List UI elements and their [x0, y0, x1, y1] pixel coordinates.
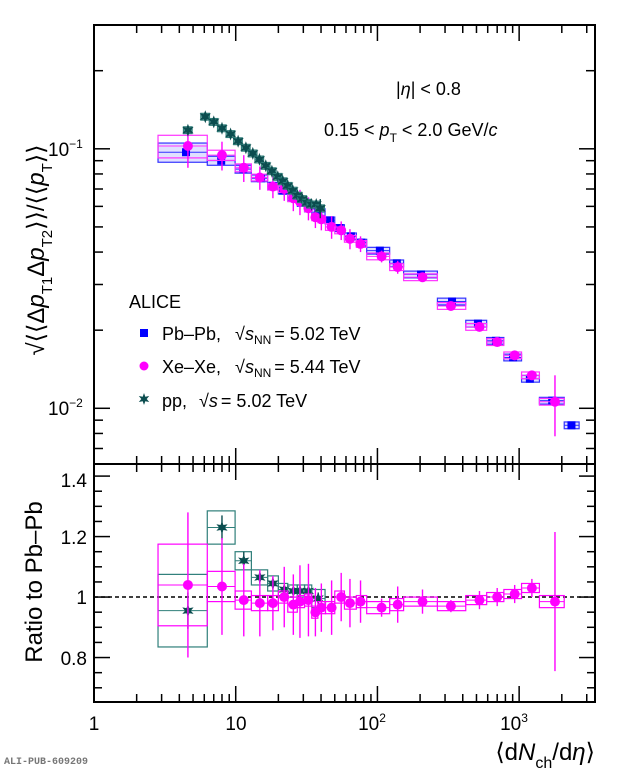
legend-marker-xexe — [139, 361, 149, 371]
upper-panel-marks — [157, 110, 580, 437]
axes — [93, 24, 596, 703]
xtick-label-1000: 103 — [500, 711, 528, 735]
data-point — [254, 172, 265, 183]
data-point — [509, 350, 520, 361]
data-point — [225, 127, 237, 141]
series-xexepbpb — [157, 512, 565, 672]
data-point — [344, 598, 355, 609]
data-point — [208, 115, 220, 129]
data-point — [272, 170, 284, 184]
data-point — [326, 216, 335, 225]
data-point — [282, 179, 294, 193]
data-point — [526, 582, 537, 593]
data-point — [336, 592, 347, 603]
data-point — [474, 595, 485, 606]
data-point — [336, 225, 347, 236]
data-point — [526, 370, 537, 381]
series-pp — [182, 110, 326, 219]
data-point — [344, 233, 355, 244]
data-point — [445, 601, 456, 612]
data-point — [260, 159, 272, 173]
data-point — [492, 337, 503, 348]
data-point — [445, 300, 456, 311]
data-point — [355, 238, 366, 249]
data-point — [247, 146, 259, 160]
data-point — [253, 152, 266, 166]
data-point — [277, 174, 289, 188]
ytick-label-lower-0.8: 0.8 — [61, 649, 87, 670]
data-point — [326, 602, 337, 613]
series-xexe — [157, 127, 565, 437]
data-point — [392, 262, 403, 273]
xtick-label-10: 10 — [225, 714, 246, 735]
legend-marker-pbpb — [140, 329, 148, 337]
data-point — [216, 121, 228, 135]
data-point — [326, 221, 337, 232]
data-point — [254, 598, 265, 609]
x-axis-title: ⟨dNch/dη⟩ — [495, 739, 595, 772]
data-point — [267, 598, 278, 609]
data-point — [216, 521, 228, 534]
data-point — [376, 251, 387, 262]
legend-title: ALICE — [129, 292, 181, 312]
data-point — [182, 148, 191, 157]
lower-panel-marks — [94, 510, 595, 672]
star-icon — [138, 393, 150, 405]
data-point — [182, 579, 193, 590]
data-point — [216, 581, 227, 592]
data-point — [182, 141, 193, 152]
xtick-label-100: 102 — [358, 711, 386, 735]
data-point — [238, 595, 249, 606]
data-point — [266, 164, 278, 178]
ytick-label-lower-1.4: 1.4 — [61, 471, 88, 492]
data-point — [199, 110, 211, 124]
data-point — [314, 201, 326, 215]
data-point — [303, 595, 314, 606]
data-point — [376, 602, 387, 613]
data-point — [392, 599, 403, 610]
data-point — [312, 592, 324, 606]
data-point — [316, 214, 327, 225]
xtick-label-1: 1 — [89, 714, 100, 735]
ytick-label-lower-1.2: 1.2 — [61, 528, 87, 549]
data-point — [216, 150, 227, 161]
data-point — [567, 421, 576, 430]
legend-label-pbpb: Pb–Pb, √sNN = 5.02 TeV — [162, 324, 361, 347]
legend-marker-pp — [138, 393, 150, 405]
legend-label-xexe: Xe–Xe, √sNN = 5.44 TeV — [162, 357, 361, 380]
data-point — [240, 141, 252, 155]
data-point — [232, 134, 244, 148]
sys-box — [157, 134, 208, 159]
publication-id: ALI-PUB-609209 — [4, 757, 89, 768]
data-point — [287, 184, 299, 198]
legend: ALICE Pb–Pb, √sNN = 5.02 TeV Xe–Xe, √sNN = 5… — [129, 292, 361, 411]
data-point — [267, 181, 278, 192]
legend-label-pp: pp, √s = 5.02 TeV — [162, 391, 307, 411]
ytick-label-upper-0: 10−1 — [48, 137, 83, 161]
data-point — [492, 592, 503, 603]
data-point — [417, 596, 428, 607]
series-pbpb — [157, 142, 580, 430]
lower-frame — [93, 463, 596, 703]
data-point — [549, 596, 560, 607]
data-point — [182, 123, 194, 137]
data-point — [549, 396, 560, 407]
data-point — [238, 554, 250, 568]
y-axis-title-lower: Ratio to Pb–Pb — [21, 501, 48, 662]
data-point — [238, 162, 249, 173]
data-point — [355, 596, 366, 607]
eta-annotation: |η| < 0.8 — [396, 79, 461, 99]
ytick-label-lower-1: 1 — [76, 588, 87, 609]
ytick-label-upper-1: 10−2 — [48, 396, 83, 420]
y-axis-title-upper: √⟨⟨ΔpT1ΔpT2⟩⟩/⟨⟨pT⟩⟩ — [23, 144, 56, 355]
data-point — [294, 596, 305, 607]
data-point — [316, 602, 327, 613]
data-point — [509, 589, 520, 600]
data-point — [279, 592, 290, 603]
data-point — [375, 246, 384, 255]
data-point — [474, 321, 485, 332]
data-point — [417, 272, 428, 283]
pt-range-annotation: 0.15 < pT < 2.0 GeV/c — [324, 120, 497, 145]
